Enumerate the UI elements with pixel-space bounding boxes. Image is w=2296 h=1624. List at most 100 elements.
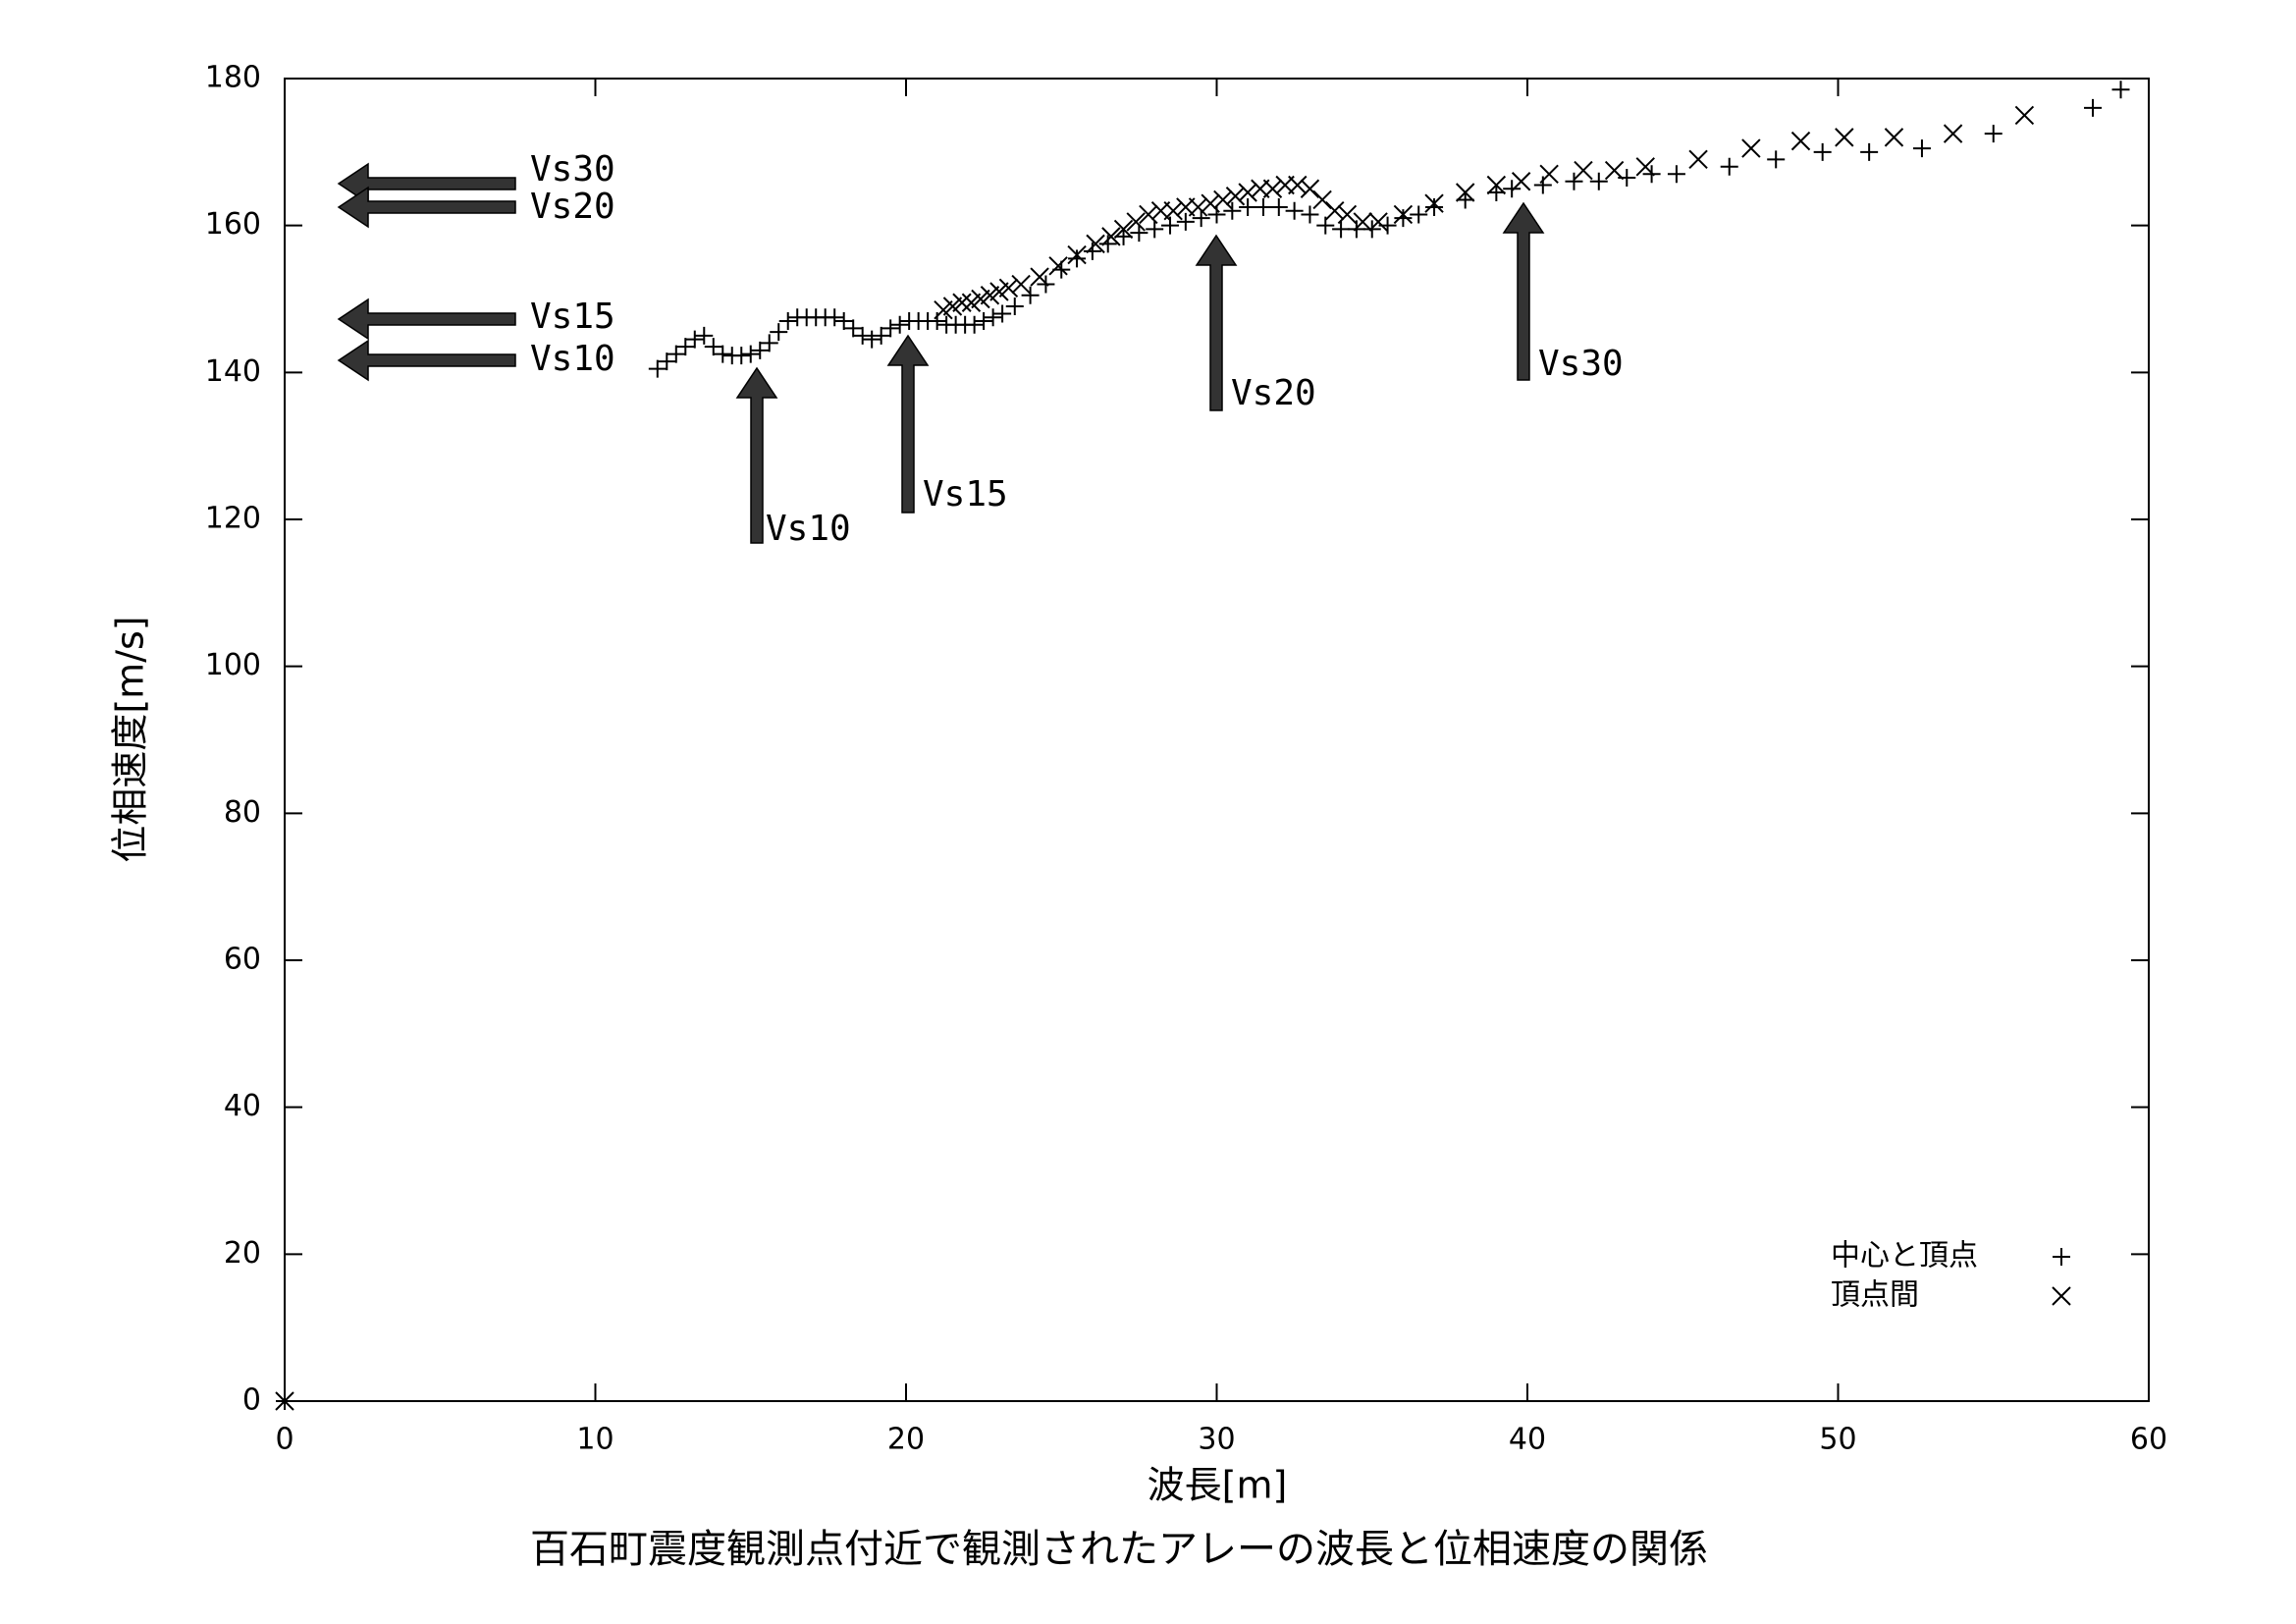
data-point	[685, 330, 704, 349]
legend-marker	[2053, 1248, 2070, 1266]
data-point	[1176, 212, 1195, 231]
data-point	[714, 345, 732, 363]
y-tick-label: 80	[224, 795, 261, 830]
data-point	[648, 359, 667, 378]
data-point	[1688, 149, 1708, 170]
y-tick-label: 40	[224, 1089, 261, 1123]
data-point	[1943, 124, 1963, 143]
data-point	[1238, 183, 1257, 202]
x-axis-label: 波長[m]	[1148, 1464, 1288, 1507]
annotation-arrow	[337, 298, 516, 341]
data-point	[1741, 138, 1761, 158]
y-tick-label: 140	[205, 354, 261, 389]
data-point	[1146, 220, 1164, 239]
data-point	[1353, 212, 1372, 232]
data-point	[1720, 157, 1738, 176]
data-point	[1068, 249, 1087, 268]
data-point	[1030, 267, 1049, 287]
data-point	[676, 338, 695, 356]
data-point	[1325, 200, 1345, 221]
chart-title: 百石町震度観測点付近で観測されたアレーの波長と位相速度の関係	[530, 1527, 1708, 1572]
data-point	[1067, 244, 1087, 265]
data-point	[1394, 209, 1413, 228]
annotation-arrow	[337, 162, 516, 205]
data-point	[1503, 180, 1522, 198]
data-point	[1574, 160, 1593, 181]
y-tick-label: 100	[205, 648, 261, 682]
data-point	[751, 341, 770, 359]
y-tick-label: 180	[205, 61, 261, 95]
data-point	[1225, 187, 1246, 206]
x-tick-label: 10	[576, 1423, 614, 1457]
data-point	[1083, 242, 1101, 260]
data-point	[844, 319, 863, 338]
x-tick-label: 50	[1819, 1423, 1856, 1457]
y-tick-label: 0	[242, 1383, 261, 1418]
data-point	[1254, 197, 1272, 216]
data-point	[741, 345, 760, 363]
data-point	[965, 315, 984, 334]
data-point	[1604, 160, 1625, 181]
annotation-label: Vs30	[530, 149, 615, 189]
data-point	[1486, 175, 1507, 195]
data-point	[1487, 183, 1506, 201]
data-point	[1098, 235, 1117, 253]
x-tick-label: 20	[887, 1423, 925, 1457]
x-tick-label: 40	[1509, 1423, 1546, 1457]
x-tick-label: 0	[275, 1423, 294, 1457]
data-point	[275, 1391, 294, 1411]
annotation-arrow	[337, 186, 516, 229]
annotation-arrow	[1502, 201, 1545, 381]
y-axis-label: 位相速度[m/s]	[109, 616, 152, 862]
data-point	[1126, 212, 1146, 232]
data-point	[1005, 297, 1024, 315]
data-point	[1213, 189, 1233, 210]
annotation-label: Vs30	[1538, 344, 1624, 384]
data-point	[1511, 172, 1531, 191]
data-point	[1269, 197, 1288, 216]
data-point	[1139, 204, 1158, 225]
data-point	[1589, 172, 1608, 190]
data-point	[1285, 201, 1304, 220]
data-point	[1337, 204, 1358, 225]
data-point	[1113, 219, 1134, 240]
data-point	[1262, 179, 1283, 198]
annotation-label: Vs20	[530, 187, 615, 227]
annotation-label: Vs20	[1231, 373, 1316, 413]
y-tick-label: 160	[205, 207, 261, 242]
legend-label: 頂点間	[1831, 1278, 1919, 1313]
data-point	[1312, 189, 1332, 210]
data-point	[1635, 157, 1655, 177]
data-point	[1790, 131, 1811, 151]
data-point	[1368, 212, 1388, 232]
data-point	[1163, 200, 1183, 221]
data-point	[778, 311, 797, 330]
data-point	[760, 334, 778, 352]
data-point	[667, 345, 685, 363]
data-point	[704, 338, 722, 356]
data-point	[1424, 193, 1444, 213]
data-point	[1161, 216, 1180, 235]
annotation-label: Vs10	[530, 339, 615, 379]
data-point	[1667, 165, 1685, 184]
data-point	[863, 330, 881, 349]
data-point	[1188, 197, 1208, 217]
data-point	[826, 308, 844, 327]
data-point	[1455, 183, 1475, 202]
data-point	[1201, 193, 1220, 213]
data-point	[1048, 256, 1068, 276]
annotation-label: Vs10	[766, 509, 851, 549]
data-point	[1223, 201, 1242, 220]
data-point	[834, 311, 853, 330]
data-point	[770, 323, 788, 342]
data-point	[872, 326, 890, 345]
data-point	[1316, 216, 1335, 235]
annotation-label: Vs15	[923, 474, 1008, 514]
data-point	[952, 293, 972, 312]
data-point	[1101, 227, 1121, 246]
data-point	[1192, 209, 1210, 228]
annotation-arrow	[886, 334, 930, 514]
data-point	[984, 308, 1002, 327]
annotation-arrow	[1195, 234, 1238, 411]
